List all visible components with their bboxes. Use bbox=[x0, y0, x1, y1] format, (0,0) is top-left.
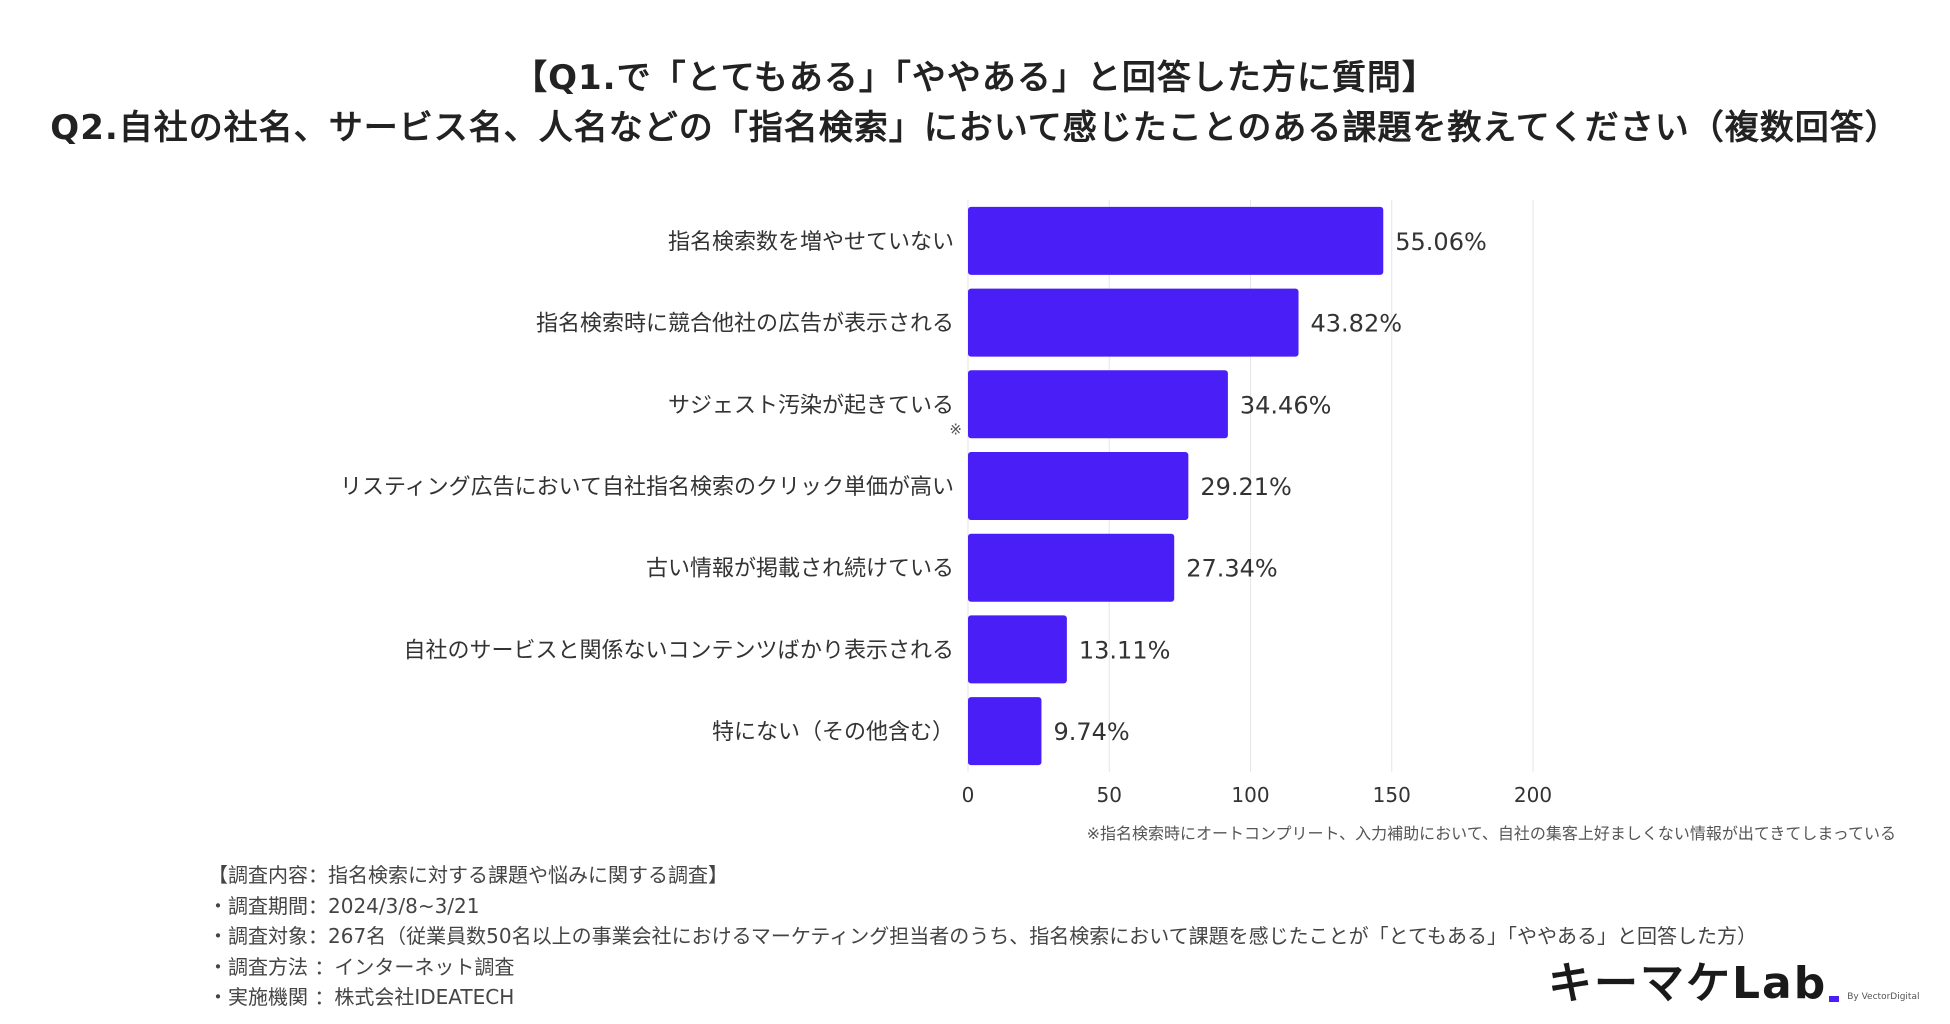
value-label: 27.34% bbox=[1186, 555, 1278, 583]
value-label: 29.21% bbox=[1200, 473, 1292, 501]
x-tick-label: 50 bbox=[1097, 783, 1122, 807]
x-tick-label: 0 bbox=[962, 783, 975, 807]
x-tick-label: 150 bbox=[1373, 783, 1411, 807]
logo-accent-mark bbox=[1829, 996, 1840, 1002]
bar bbox=[968, 288, 1299, 357]
category-label: リスティング広告において自社指名検索のクリック単価が高い bbox=[340, 475, 954, 500]
logo-text: キーマケLab bbox=[1548, 958, 1828, 1009]
bar-chart: 0 50 100 150 200 指名検索数を増やせていない 55.06% 指名検索時に競合他… bbox=[340, 200, 1552, 807]
survey-info: 【調査内容：指名検索に対する課題や悩みに関する調査】 ・調査期間：2024/3/… bbox=[208, 860, 1757, 1013]
category-note-mark: ※ bbox=[949, 420, 962, 438]
bar bbox=[968, 533, 1175, 602]
value-label: 13.11% bbox=[1079, 636, 1171, 664]
bar bbox=[968, 452, 1189, 520]
x-tick-label: 100 bbox=[1231, 783, 1269, 807]
category-label: 指名検索数を増やせていない bbox=[668, 230, 954, 255]
chart-title-line2: Q2.自社の社名、サービス名、人名などの「指名検索」において感じたことのある課題… bbox=[50, 108, 1900, 148]
bar bbox=[968, 206, 1384, 275]
bar bbox=[968, 370, 1228, 439]
value-label: 55.06% bbox=[1395, 228, 1487, 256]
survey-method: ・調査方法 ：インターネット調査 bbox=[208, 954, 515, 979]
chart-title-line1: 【Q1.で「とてもある」「ややある」と回答した方に質問】 bbox=[513, 58, 1437, 98]
survey-content: 【調査内容：指名検索に対する課題や悩みに関する調査】 bbox=[208, 863, 728, 887]
category-label: 古い情報が掲載され続けている bbox=[646, 557, 954, 582]
chart-footnote: ※指名検索時にオートコンプリート、入力補助において、自社の集客上好ましくない情報… bbox=[1086, 824, 1896, 843]
bar bbox=[968, 697, 1042, 766]
category-label: 自社のサービスと関係ないコンテンツばかり表示される bbox=[404, 638, 954, 663]
kimake-lab-logo: キーマケLab By VectorDigital bbox=[1548, 954, 1928, 1006]
category-label: サジェスト汚染が起きている bbox=[668, 393, 954, 418]
logo-byline: By VectorDigital bbox=[1847, 992, 1920, 1002]
value-label: 43.82% bbox=[1311, 310, 1403, 338]
bar bbox=[968, 615, 1067, 684]
survey-target: ・調査対象：267名（従業員数50名以上の事業会社におけるマーケティング担当者の… bbox=[208, 924, 1758, 948]
value-label: 34.46% bbox=[1240, 391, 1332, 419]
category-label: 指名検索時に競合他社の広告が表示される bbox=[536, 312, 954, 337]
survey-organization: ・実施機関 ：株式会社IDEATECH bbox=[208, 985, 515, 1009]
x-tick-label: 200 bbox=[1514, 783, 1552, 807]
survey-period: ・調査期間：2024/3/8~3/21 bbox=[208, 893, 480, 918]
category-label: 特にない（その他含む） bbox=[712, 720, 954, 745]
value-label: 9.74% bbox=[1053, 718, 1129, 746]
